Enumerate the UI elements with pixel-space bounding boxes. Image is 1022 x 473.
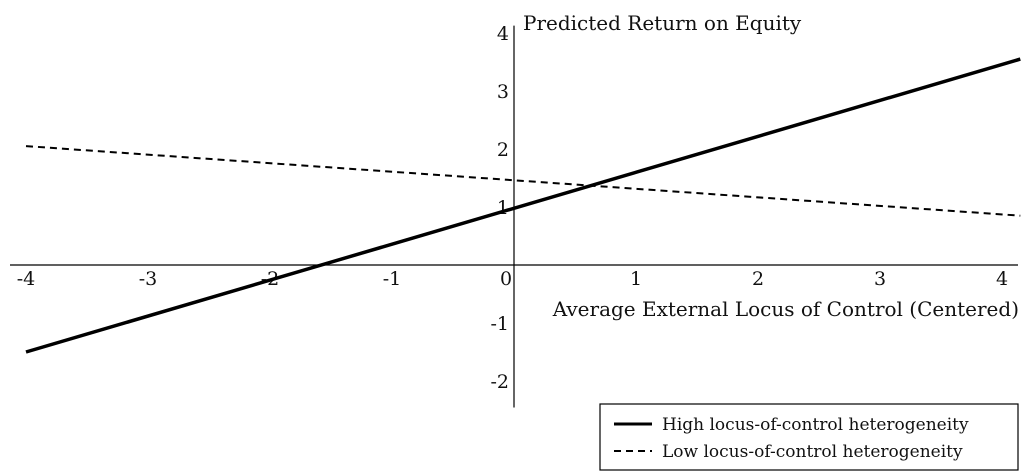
legend-label-high: High locus-of-control heterogeneity bbox=[662, 415, 969, 435]
high-heterogeneity-line bbox=[25, 57, 1021, 354]
y-tick-label: 4 bbox=[497, 23, 509, 45]
y-tick-label: 1 bbox=[497, 197, 509, 219]
low-heterogeneity-line bbox=[25, 145, 1021, 217]
x-axis-title: Average External Locus of Control (Cente… bbox=[552, 297, 1019, 321]
y-axis-title: Predicted Return on Equity bbox=[523, 11, 802, 35]
x-tick-label: 4 bbox=[996, 268, 1008, 290]
x-tick-label: 1 bbox=[630, 268, 642, 290]
x-tick-label: 3 bbox=[874, 268, 886, 290]
legend: High locus-of-control heterogeneity Low … bbox=[599, 403, 1019, 471]
x-tick-label: -4 bbox=[17, 268, 36, 290]
y-tick-label: -2 bbox=[490, 371, 509, 393]
x-tick-label: -1 bbox=[383, 268, 402, 290]
y-tick-label: -1 bbox=[490, 313, 509, 335]
series-lines bbox=[25, 57, 1021, 354]
legend-label-low: Low locus-of-control heterogeneity bbox=[662, 442, 963, 462]
y-tick-label: 2 bbox=[497, 139, 509, 161]
x-tick-label: -3 bbox=[139, 268, 158, 290]
y-tick-label: 3 bbox=[497, 81, 509, 103]
x-tick-label: 2 bbox=[752, 268, 764, 290]
x-tick-label: 0 bbox=[500, 268, 512, 290]
axes bbox=[10, 25, 1018, 408]
legend-box bbox=[599, 403, 1019, 471]
